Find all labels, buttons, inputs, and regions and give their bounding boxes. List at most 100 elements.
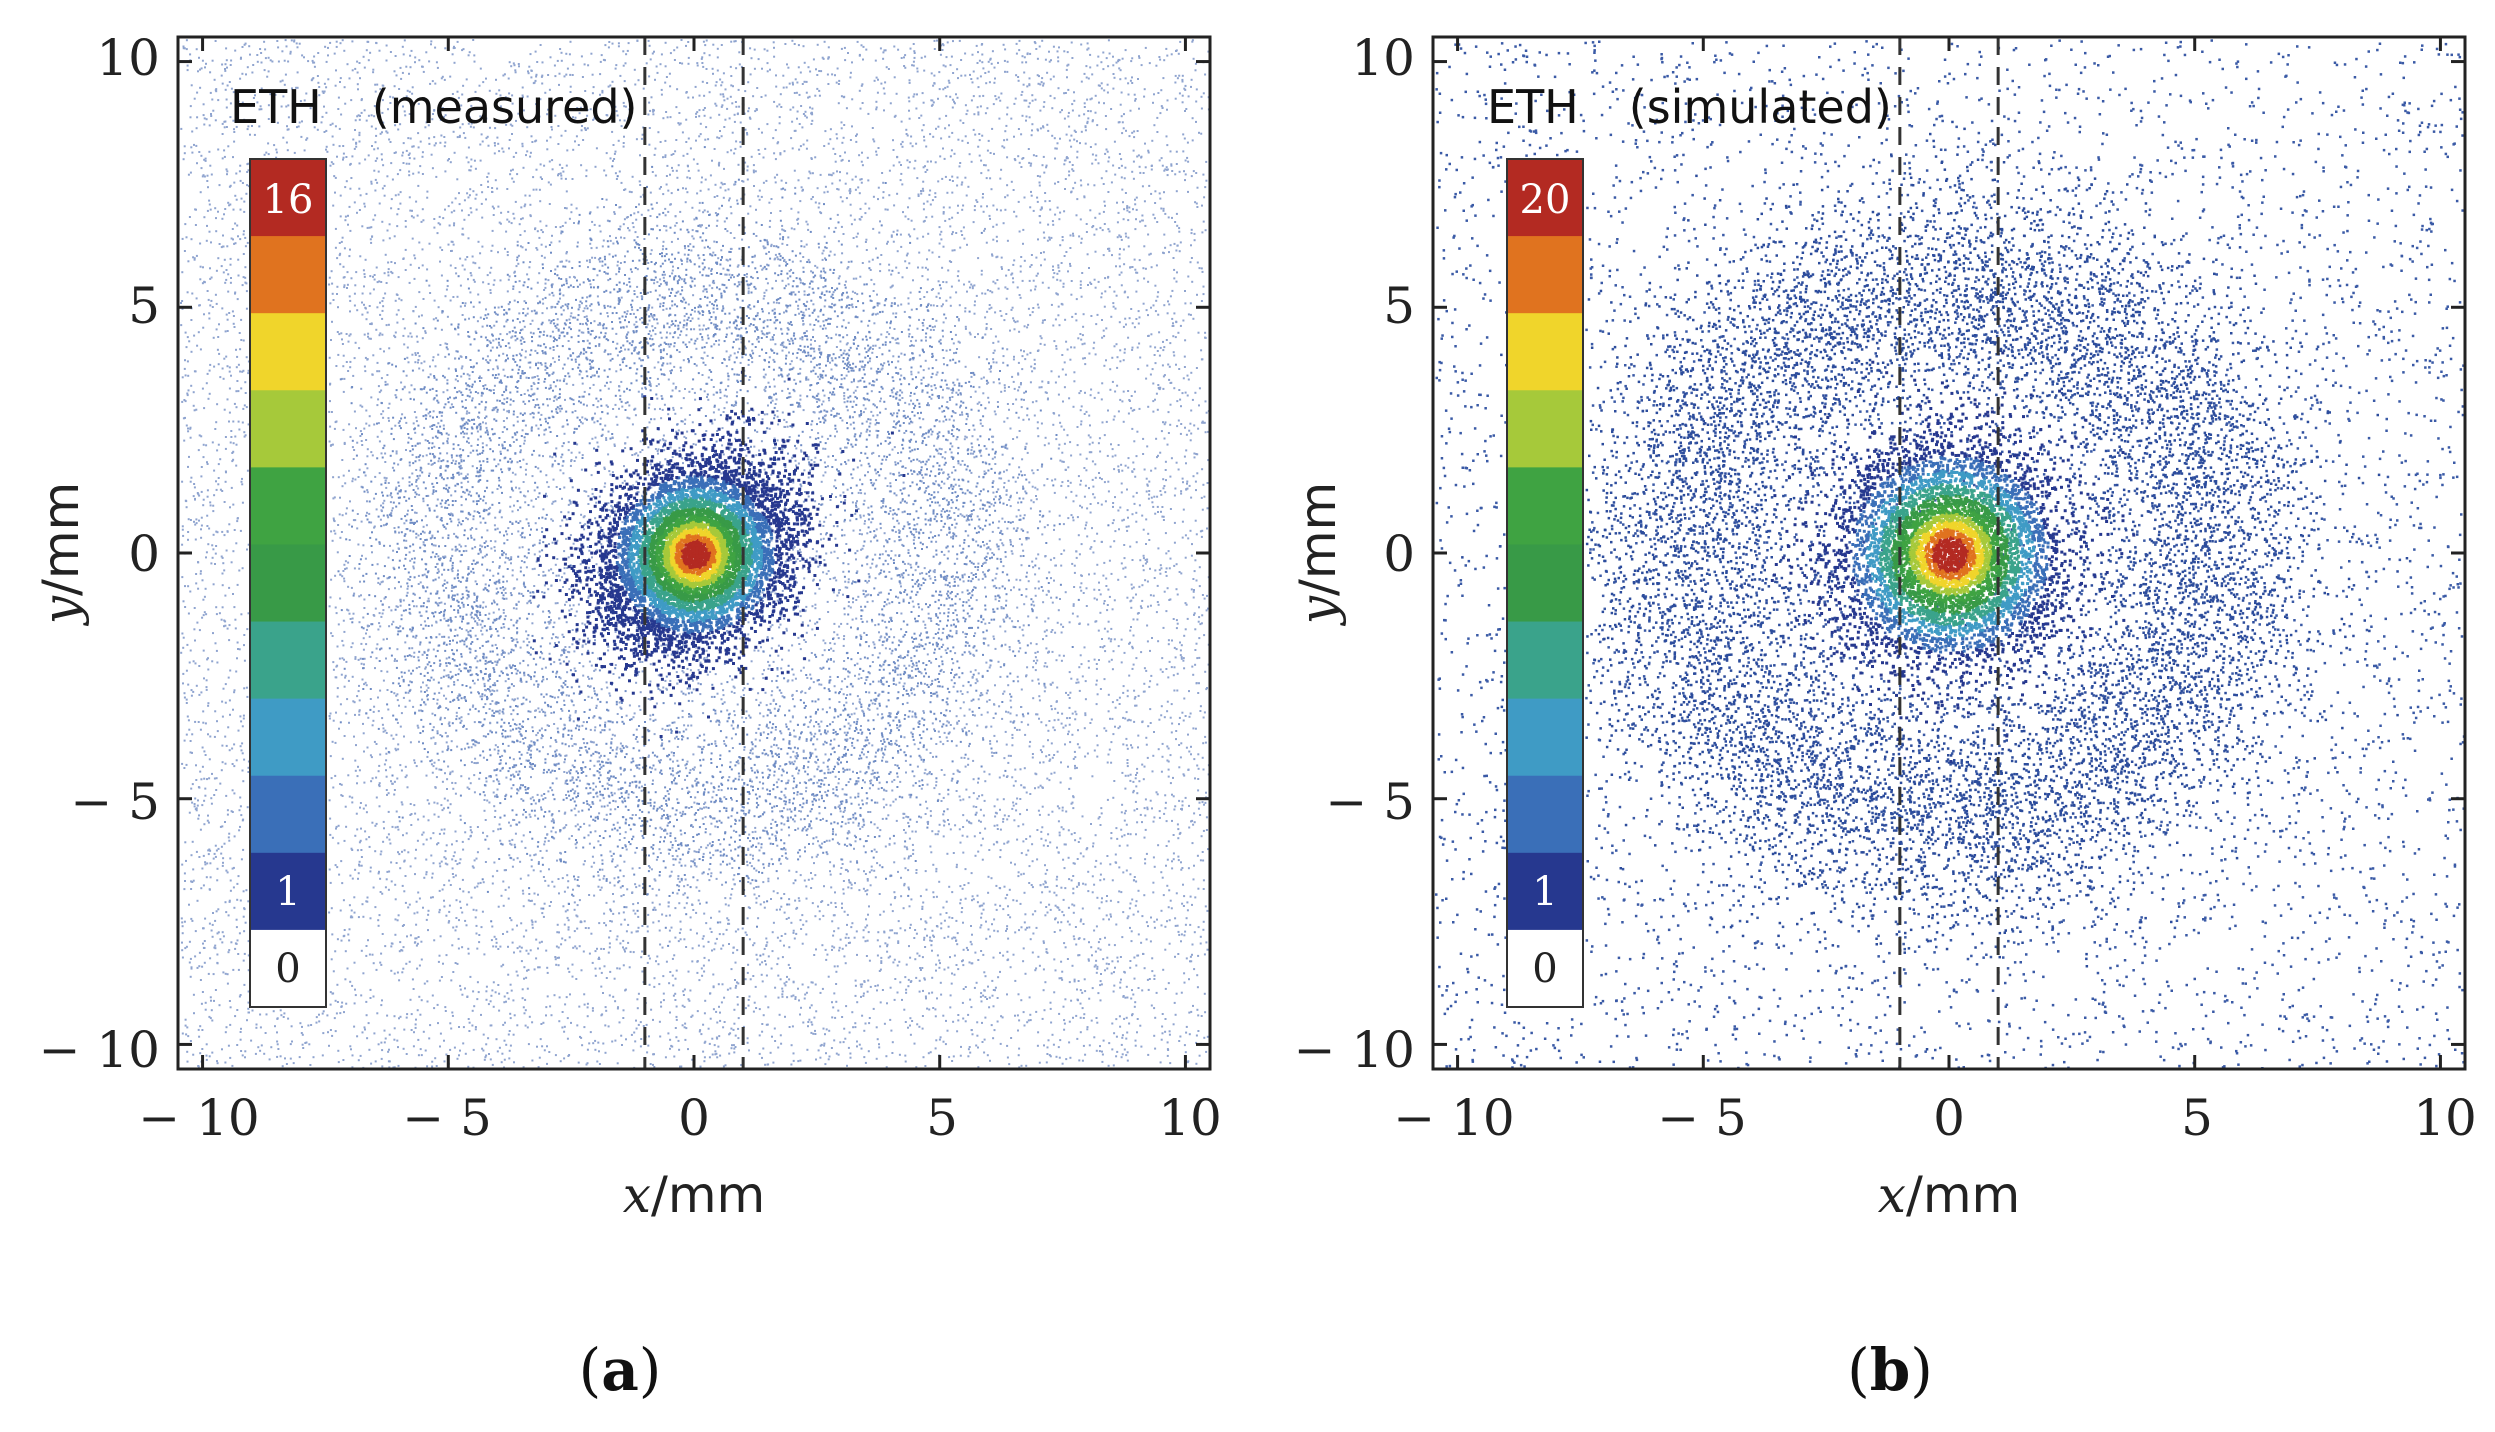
heat-point — [956, 348, 958, 350]
heat-point — [457, 41, 459, 43]
heat-point — [1162, 877, 1164, 879]
heat-point — [229, 714, 231, 716]
heat-point — [1193, 758, 1195, 760]
heat-point — [229, 1057, 231, 1059]
heat-point — [847, 489, 849, 491]
heat-point — [796, 871, 798, 873]
heat-point — [595, 950, 597, 952]
heat-point — [829, 676, 831, 678]
heat-point — [354, 835, 356, 837]
heat-point — [370, 396, 372, 398]
heat-point — [1049, 209, 1051, 211]
heat-point — [1193, 812, 1195, 814]
heat-point — [1156, 131, 1158, 133]
heat-point — [731, 679, 733, 681]
heat-point — [1121, 1044, 1123, 1046]
heat-point — [1159, 198, 1161, 200]
heat-point — [1134, 1001, 1136, 1003]
heat-point — [736, 200, 738, 202]
heat-point — [1134, 876, 1136, 878]
heat-point — [814, 607, 816, 609]
heat-point — [882, 644, 884, 646]
heat-point — [806, 898, 808, 900]
heat-point — [943, 483, 945, 485]
heat-point — [233, 323, 235, 325]
heat-point — [956, 185, 958, 187]
heat-point — [469, 194, 471, 196]
heat-point — [1150, 374, 1152, 376]
heat-point — [581, 469, 583, 471]
heat-point — [504, 562, 506, 564]
heat-point — [309, 1064, 311, 1066]
heat-point — [225, 89, 227, 91]
heat-point — [1106, 421, 1108, 423]
heat-point — [1037, 679, 1039, 681]
heat-point — [364, 366, 366, 368]
heat-point — [206, 876, 208, 878]
heat-point — [718, 137, 720, 139]
heat-point — [351, 40, 353, 42]
heat-point — [403, 522, 405, 524]
heat-point — [513, 156, 515, 158]
heat-point — [505, 553, 507, 555]
heat-point — [373, 424, 375, 426]
heat-point — [1129, 135, 1131, 137]
heat-point — [1144, 858, 1146, 860]
heat-point — [559, 380, 561, 382]
heat-point — [982, 578, 984, 580]
heat-point — [573, 543, 575, 545]
heat-point — [569, 53, 571, 55]
heat-point — [205, 1009, 207, 1011]
heat-point — [1080, 423, 1082, 425]
heat-point — [1168, 251, 1170, 253]
heat-point — [1007, 417, 1009, 419]
heat-point — [360, 658, 362, 660]
heat-point — [1144, 807, 1146, 809]
heat-point — [541, 912, 543, 914]
heat-point — [1203, 769, 1205, 771]
heat-point — [467, 278, 469, 280]
heat-point — [792, 751, 794, 753]
heat-point — [769, 226, 771, 228]
heat-point — [981, 794, 983, 796]
heat-point — [703, 807, 705, 809]
heat-point — [186, 734, 188, 736]
heat-point — [556, 860, 558, 862]
heat-point — [373, 498, 375, 500]
heat-point — [603, 948, 605, 950]
heat-point — [910, 898, 912, 900]
heat-point — [911, 373, 913, 375]
heat-point — [733, 1023, 735, 1025]
heat-point — [646, 1051, 648, 1053]
heat-point — [431, 625, 433, 627]
heat-point — [376, 508, 378, 510]
heat-point — [406, 1053, 408, 1055]
heat-point — [1016, 516, 1018, 518]
heat-point — [359, 621, 361, 623]
heat-point — [1150, 307, 1152, 309]
heat-point — [447, 745, 449, 747]
heat-point — [1024, 358, 1026, 360]
heat-point — [946, 901, 948, 903]
heat-point — [784, 912, 786, 914]
heat-point — [476, 655, 478, 657]
heat-point — [956, 964, 958, 966]
heat-point — [367, 336, 369, 338]
heat-point — [376, 370, 378, 372]
heat-point — [793, 930, 795, 932]
heat-point — [733, 1009, 735, 1011]
heat-point — [1104, 628, 1106, 630]
heat-point — [1119, 153, 1121, 155]
heat-point — [930, 329, 932, 331]
heat-point — [925, 171, 927, 173]
heat-point — [1184, 427, 1186, 429]
heat-point — [803, 577, 805, 579]
heat-point — [492, 875, 494, 877]
heat-point — [389, 1034, 391, 1036]
heat-point — [656, 202, 658, 204]
heat-point — [574, 909, 576, 911]
heat-point — [1179, 571, 1181, 573]
heat-point — [561, 1027, 563, 1029]
heat-point — [342, 1059, 344, 1061]
heat-point — [781, 659, 783, 661]
